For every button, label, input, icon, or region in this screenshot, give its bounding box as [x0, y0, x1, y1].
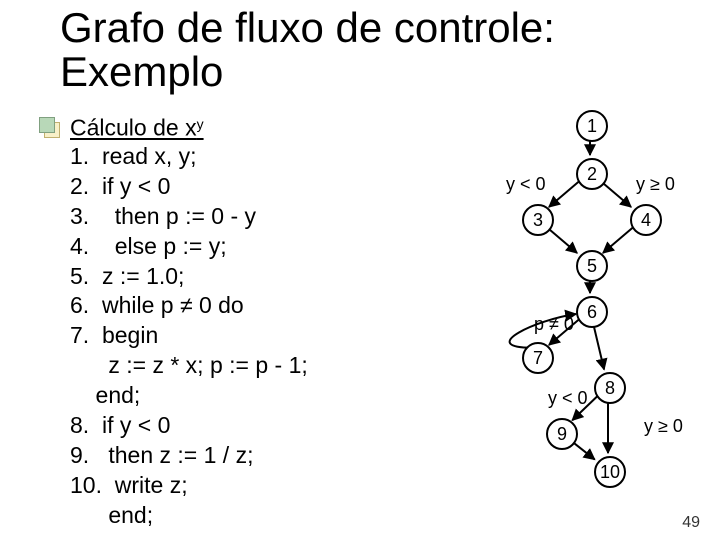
- title-line-2: Exemplo: [60, 48, 223, 95]
- edge-label: y ≥ 0: [644, 416, 683, 437]
- edge-3-5: [547, 228, 577, 253]
- edge-label: y < 0: [548, 388, 588, 409]
- subtitle-sup: y: [197, 116, 204, 132]
- edge-9-10: [572, 441, 595, 459]
- flow-graph: 1 23 45 67 89 10 y < 0 y ≥ 0 p ≠ 0 y < 0 y ≥ 0: [420, 110, 710, 530]
- edge-6-8: [593, 325, 604, 370]
- edge-label: p ≠ 0: [534, 314, 574, 335]
- title-line-1: Grafo de fluxo de controle:: [60, 4, 555, 51]
- edge-label: y < 0: [506, 174, 546, 195]
- node-9: 9: [546, 418, 578, 450]
- node-4: 4: [630, 204, 662, 236]
- edge-label: y ≥ 0: [636, 174, 675, 195]
- node-6: 6: [576, 296, 608, 328]
- bullet-icon: [44, 122, 60, 138]
- node-3: 3: [522, 204, 554, 236]
- node-7: 7: [522, 342, 554, 374]
- node-10: 10: [594, 456, 626, 488]
- slide-title: Grafo de fluxo de controle: Exemplo: [60, 6, 555, 94]
- node-2: 2: [576, 158, 608, 190]
- edge-2-3: [549, 182, 579, 207]
- node-1: 1: [576, 110, 608, 142]
- node-5: 5: [576, 250, 608, 282]
- node-8: 8: [594, 372, 626, 404]
- code-block: 1. read x, y; 2. if y < 0 3. then p := 0…: [70, 142, 308, 531]
- edge-4-5: [603, 228, 633, 253]
- subtitle: Cálculo de xy: [70, 114, 204, 142]
- edge-2-4: [601, 182, 631, 207]
- subtitle-main: Cálculo de x: [70, 115, 197, 141]
